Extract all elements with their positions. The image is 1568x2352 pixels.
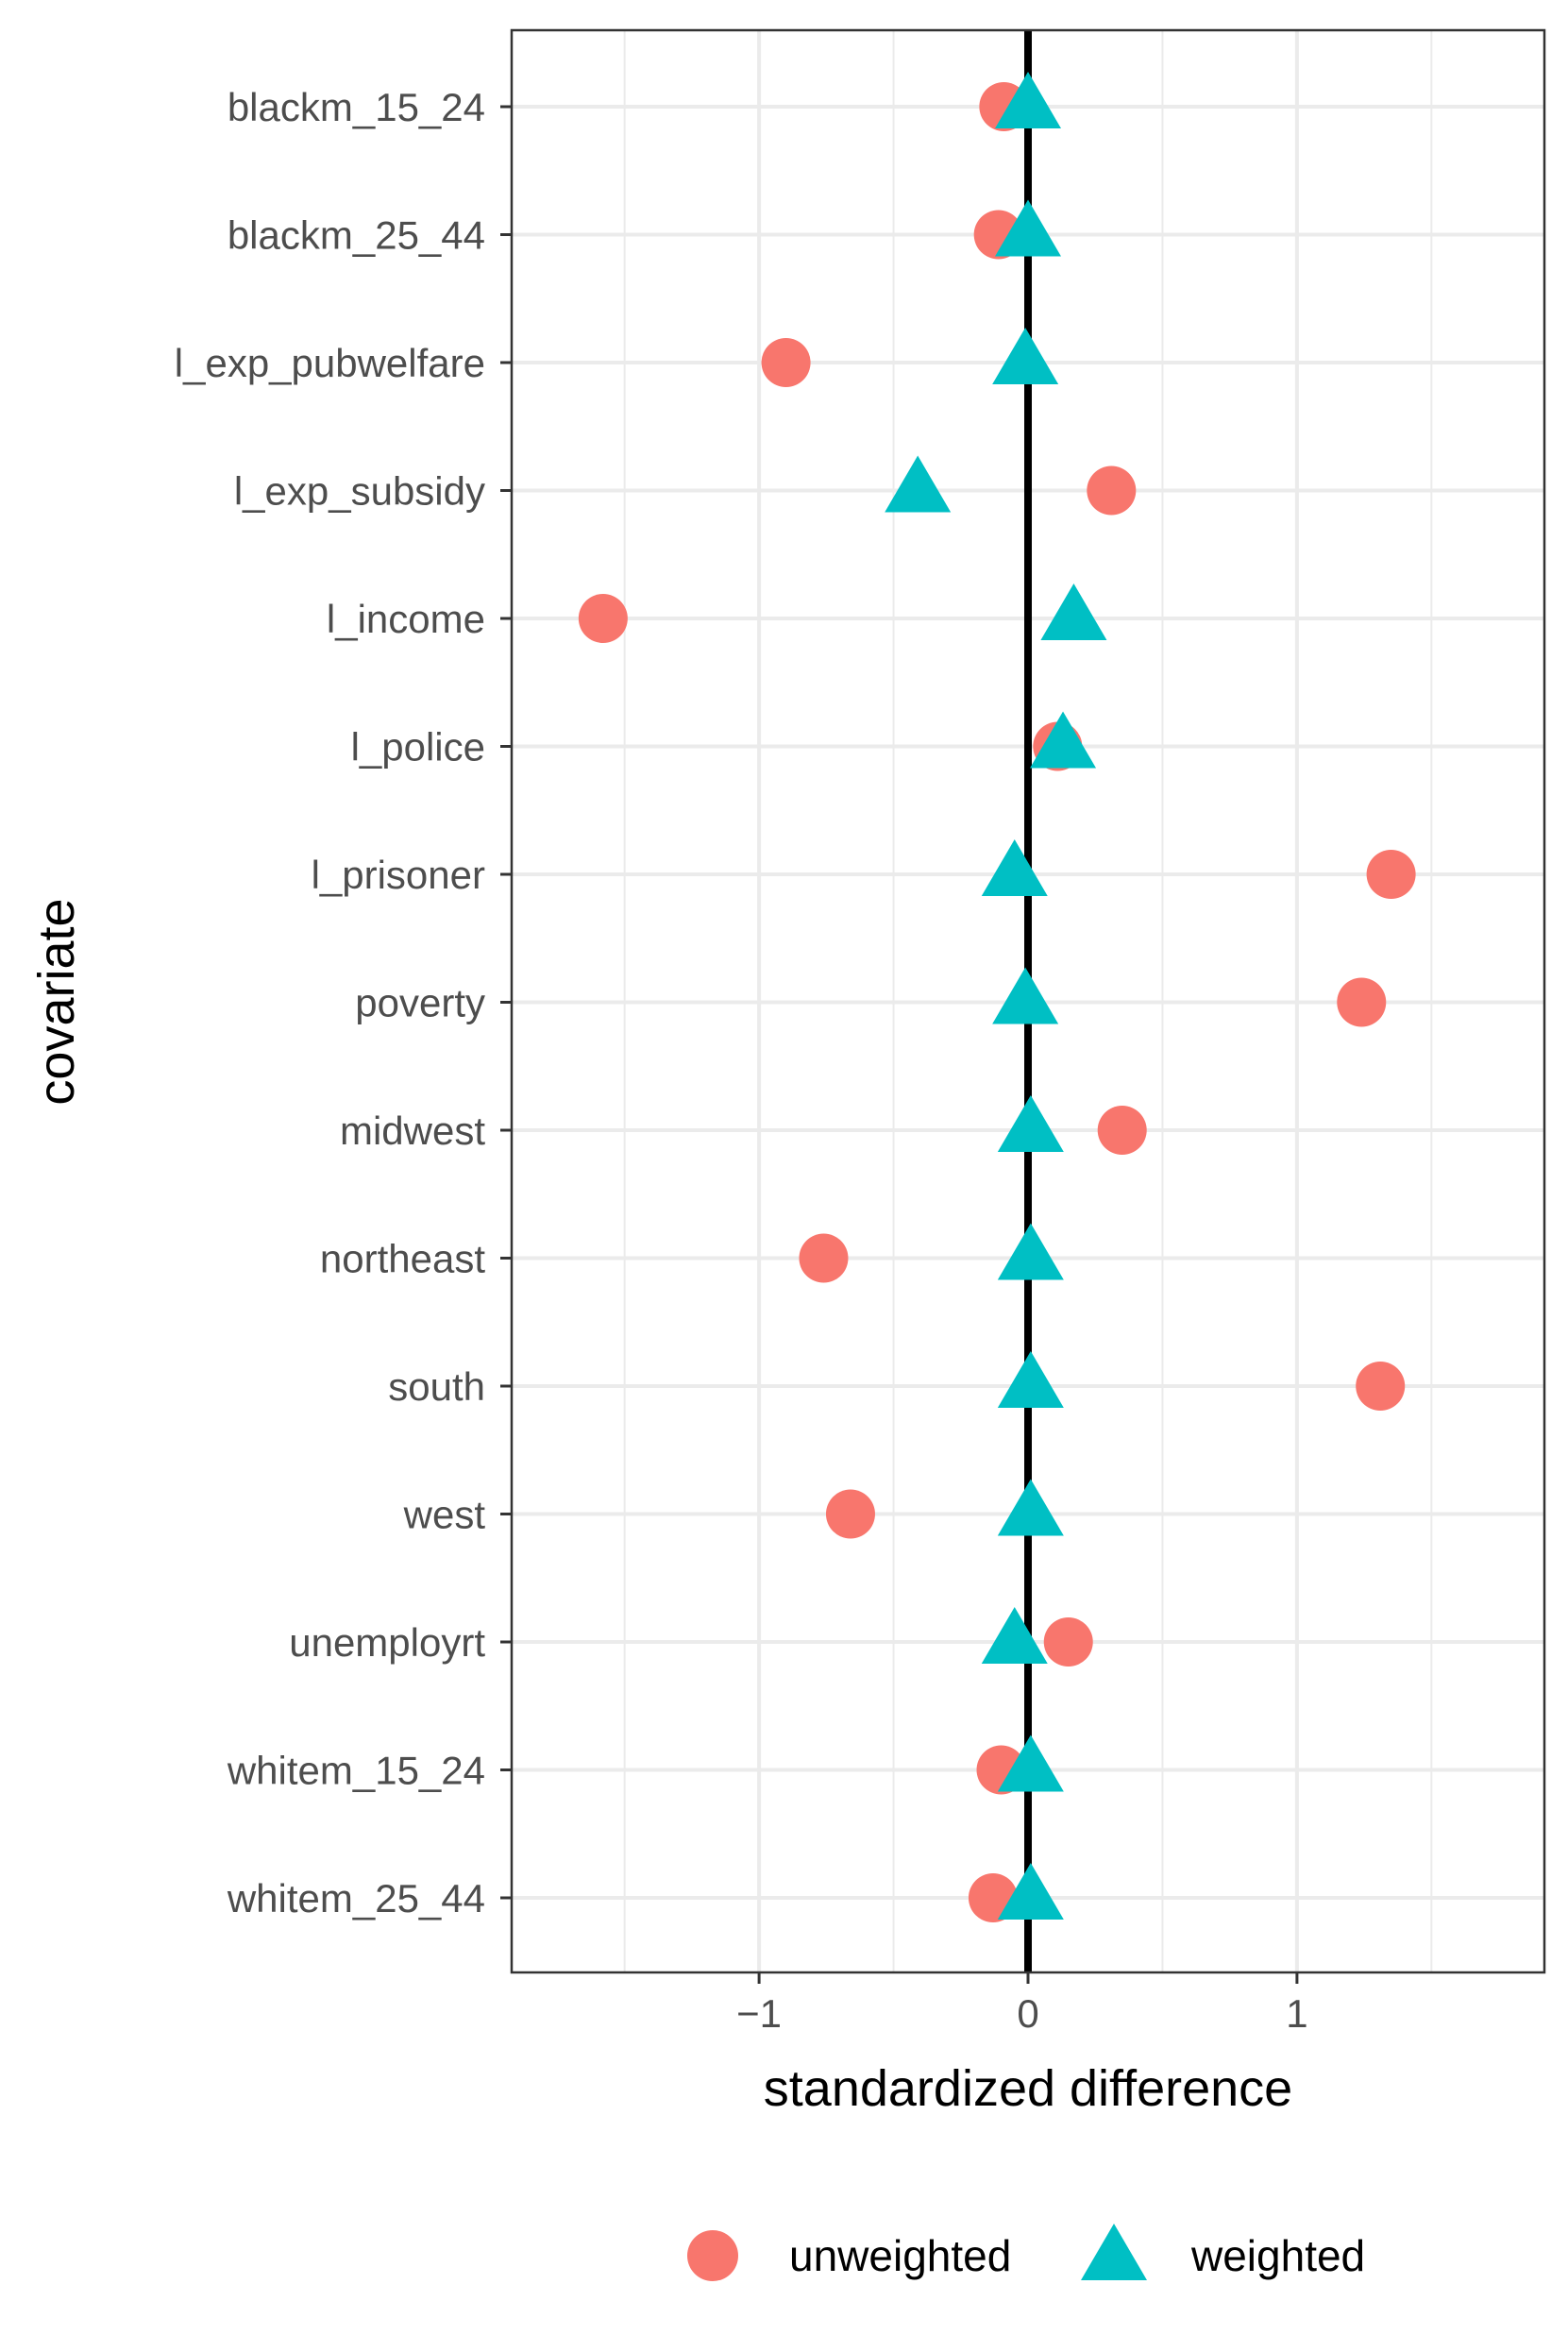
y-tick-label: l_police	[351, 725, 485, 770]
x-tick-label: 1	[1286, 1991, 1307, 2036]
weighted-point	[997, 1863, 1064, 1920]
unweighted-point	[1337, 977, 1387, 1027]
unweighted-point	[578, 594, 628, 643]
y-tick-label: blackm_15_24	[228, 85, 485, 129]
weighted-point	[992, 967, 1059, 1024]
y-tick-label: l_exp_subsidy	[234, 469, 485, 514]
y-axis-title: covariate	[28, 898, 85, 1105]
weighted-point	[995, 72, 1061, 128]
weighted-point	[885, 455, 952, 513]
y-tick-label: l_exp_pubwelfare	[175, 341, 485, 385]
legend-key-unweighted	[687, 2230, 738, 2281]
unweighted-point	[761, 338, 811, 387]
weighted-point	[981, 839, 1048, 896]
y-tick-label: poverty	[355, 981, 485, 1025]
unweighted-point	[1366, 850, 1416, 899]
y-axis: blackm_15_24 blackm_25_44 l_exp_pubwelfare…	[175, 85, 512, 1921]
x-tick-label: −1	[736, 1991, 782, 2036]
weighted-points	[885, 72, 1107, 1920]
y-tick-label: south	[388, 1364, 485, 1409]
weighted-point	[997, 1734, 1064, 1792]
weighted-point	[1030, 711, 1097, 769]
weighted-point	[997, 1095, 1064, 1152]
y-tick-label: l_income	[327, 597, 485, 641]
unweighted-point	[1356, 1362, 1406, 1411]
x-axis: −1 0 1	[736, 1972, 1308, 2036]
weighted-point	[981, 1607, 1048, 1664]
y-tick-label: unemployrt	[289, 1620, 485, 1665]
weighted-point	[995, 199, 1061, 257]
weighted-point	[997, 1479, 1064, 1536]
legend-label-unweighted: unweighted	[789, 2231, 1011, 2280]
y-tick-label: northeast	[320, 1237, 485, 1281]
y-tick-label: blackm_25_44	[228, 213, 485, 258]
y-tick-label: whitem_15_24	[227, 1749, 485, 1793]
unweighted-point	[825, 1489, 875, 1539]
legend-key-weighted	[1081, 2224, 1147, 2280]
unweighted-point	[1087, 465, 1137, 516]
y-tick-label: l_prisoner	[312, 853, 485, 897]
y-tick-label: midwest	[340, 1108, 485, 1153]
legend-label-weighted: weighted	[1190, 2231, 1365, 2280]
weighted-point	[1040, 584, 1107, 640]
weighted-point	[997, 1351, 1064, 1408]
y-tick-label: west	[403, 1493, 486, 1537]
unweighted-point	[1097, 1106, 1147, 1155]
weighted-point	[997, 1223, 1064, 1280]
y-tick-label: whitem_25_44	[227, 1876, 485, 1921]
unweighted-point	[799, 1233, 849, 1283]
weighted-point	[992, 328, 1059, 384]
legend: unweighted weighted	[687, 2224, 1365, 2281]
x-axis-title: standardized difference	[764, 2060, 1292, 2117]
x-tick-label: 0	[1017, 1991, 1038, 2036]
unweighted-point	[1043, 1617, 1093, 1667]
